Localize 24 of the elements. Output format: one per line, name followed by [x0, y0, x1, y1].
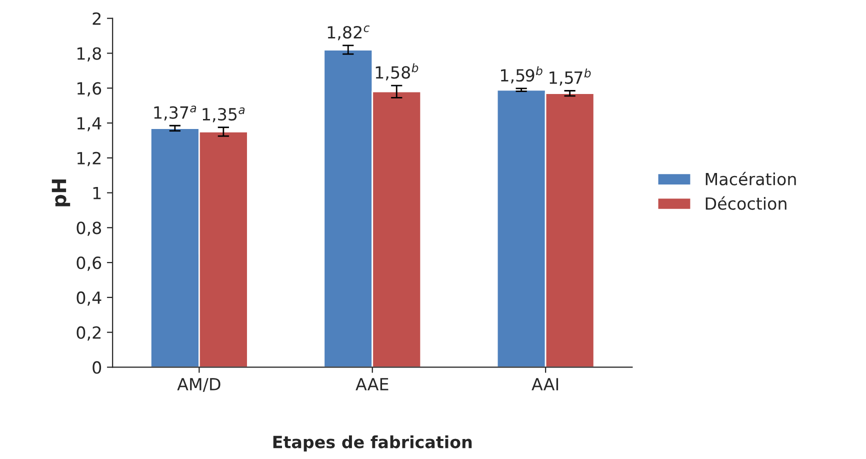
y-tick-label: 0,8: [76, 222, 102, 236]
y-tick-label: 1,4: [77, 117, 102, 132]
y-tick-label: 0,4: [76, 291, 102, 306]
data-label: 1,82$^{c}$: [328, 25, 370, 40]
data-label: 1,35$^{a}$: [202, 107, 245, 122]
data-label: 1,57$^{b}$: [550, 68, 591, 86]
y-tick-label: 1,2: [77, 152, 100, 166]
y-tick-label: 0: [92, 361, 102, 374]
y-tick-label: 1,6: [77, 82, 102, 96]
data-label: 1,59$^{b}$: [500, 66, 542, 84]
y-tick-label: 0,2: [76, 326, 100, 341]
y-tick-label: 1: [93, 186, 101, 200]
legend-label: Décoction: [706, 196, 786, 210]
x-tick-label: AAE: [356, 378, 388, 390]
data-label: 1,37$^{a}$: [154, 106, 196, 121]
y-tick-label: 0,6: [76, 256, 102, 271]
x-axis-title: Etapes de fabrication: [273, 435, 472, 452]
data-label: 1,58$^{b}$: [376, 63, 418, 80]
y-tick-label: 1,8: [77, 47, 102, 62]
legend-label: Macération: [706, 172, 796, 186]
x-tick-label: AAI: [532, 378, 558, 390]
y-tick-label: 2: [92, 12, 100, 25]
y-axis-title: pH: [52, 179, 70, 206]
x-tick-label: AM/D: [177, 378, 220, 392]
